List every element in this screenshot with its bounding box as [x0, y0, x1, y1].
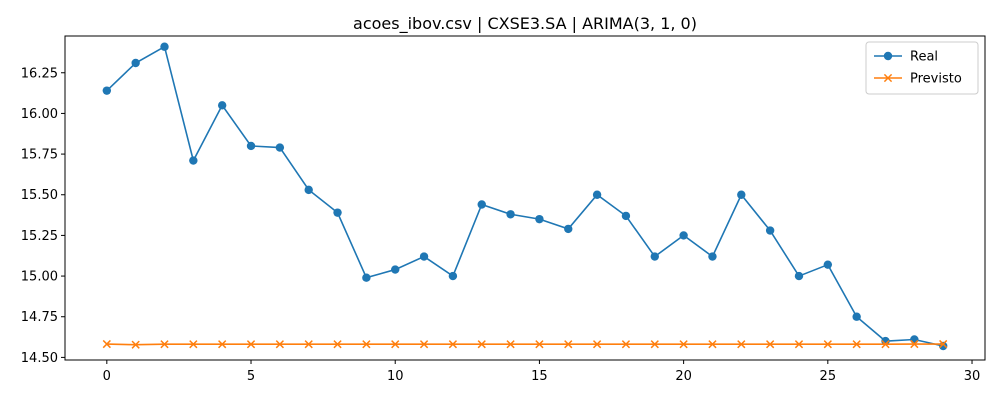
legend-marker-real [883, 51, 893, 61]
data-point-real [275, 143, 285, 152]
data-point-real [592, 190, 602, 199]
data-point-previsto [823, 340, 832, 349]
y-tick-label: 15.25 [21, 229, 58, 244]
data-point-previsto [621, 340, 631, 349]
data-point-real [419, 252, 429, 261]
data-point-previsto [477, 340, 486, 349]
data-point-real [217, 101, 227, 110]
y-tick-label: 15.50 [21, 188, 58, 203]
data-point-real [189, 156, 198, 165]
legend-label-real: Real [910, 50, 938, 65]
data-point-previsto [679, 340, 688, 349]
data-point-real [564, 224, 573, 234]
data-point-real [621, 211, 631, 221]
data-point-real [506, 210, 515, 219]
data-point-previsto [362, 340, 371, 349]
data-point-previsto [333, 340, 342, 349]
data-point-real [650, 252, 659, 261]
data-point-previsto [102, 339, 111, 349]
legend-box [865, 41, 979, 95]
data-point-previsto [160, 340, 169, 349]
x-tick-label: 25 [820, 369, 837, 384]
data-point-real [708, 252, 717, 261]
y-tick-label: 14.75 [21, 310, 58, 325]
y-axis: 14.50 14.75 15.00 15.25 15.50 15.75 16.00 16.25 [21, 66, 65, 366]
series-line-previsto [106, 343, 944, 346]
plot-area [102, 42, 948, 351]
data-point-previsto [737, 340, 746, 349]
data-point-real [102, 86, 112, 95]
x-tick-label: 10 [387, 369, 404, 384]
data-point-previsto [275, 340, 284, 349]
x-tick-label: 0 [103, 369, 111, 384]
data-point-previsto [506, 340, 515, 349]
data-point-previsto [650, 340, 659, 349]
data-point-previsto [592, 340, 602, 349]
data-point-real [679, 231, 688, 240]
x-axis: 0 5 10 15 20 25 30 [103, 360, 981, 384]
data-point-previsto [939, 339, 948, 349]
data-point-real [304, 185, 313, 195]
data-point-previsto [708, 340, 717, 349]
data-point-real [765, 226, 775, 235]
series-line-real [106, 45, 944, 347]
data-point-previsto [304, 340, 313, 349]
y-tick-label: 15.00 [21, 270, 58, 285]
data-point-previsto [881, 340, 890, 349]
data-point-previsto [794, 340, 804, 349]
x-tick-label: 20 [675, 369, 692, 384]
data-point-previsto [766, 340, 775, 349]
data-point-real [160, 42, 169, 51]
data-point-real [881, 336, 890, 346]
data-point-real [852, 312, 861, 321]
data-point-real [737, 190, 746, 199]
x-tick-label: 30 [964, 369, 981, 384]
legend: Real Previsto [865, 41, 979, 95]
data-point-real [823, 260, 833, 269]
data-point-previsto [535, 340, 544, 349]
data-point-real [535, 214, 544, 224]
legend-label-previsto: Previsto [910, 72, 962, 87]
data-point-previsto [910, 339, 919, 349]
data-point-real [448, 271, 458, 281]
data-point-previsto [189, 340, 198, 349]
data-point-previsto [448, 340, 458, 349]
x-tick-label: 5 [247, 369, 255, 384]
y-tick-label: 16.00 [21, 107, 58, 122]
data-point-previsto [419, 340, 429, 349]
x-tick-label: 15 [531, 369, 548, 384]
data-point-previsto [391, 340, 400, 349]
data-point-real [910, 335, 919, 344]
data-point-real [477, 200, 486, 209]
data-point-real [362, 273, 371, 282]
data-point-previsto [218, 340, 227, 349]
data-point-real [131, 58, 140, 68]
data-point-previsto [246, 340, 256, 349]
data-point-previsto [131, 340, 140, 349]
y-tick-label: 16.25 [21, 66, 58, 81]
chart-title: acoes_ibov.csv | CXSE3.SA | ARIMA(3, 1, … [353, 14, 697, 34]
y-tick-label: 15.75 [21, 148, 58, 163]
data-point-real [794, 271, 804, 281]
legend-marker-previsto [883, 73, 893, 83]
data-point-real [391, 265, 400, 274]
plot-frame [64, 35, 986, 361]
data-point-real [246, 141, 256, 151]
data-point-previsto [564, 340, 573, 349]
data-point-real [333, 208, 342, 217]
data-point-previsto [852, 340, 861, 349]
y-tick-label: 14.50 [21, 351, 58, 366]
